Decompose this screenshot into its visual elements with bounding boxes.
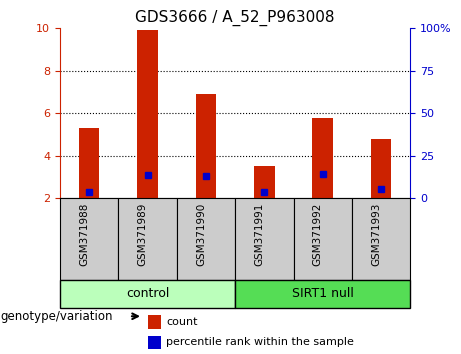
Bar	[60, 198, 118, 280]
Text: SIRT1 null: SIRT1 null	[292, 287, 354, 300]
Bar	[352, 198, 410, 280]
Text: percentile rank within the sample: percentile rank within the sample	[166, 337, 354, 348]
Bar	[254, 166, 275, 198]
Text: GSM371991: GSM371991	[254, 202, 264, 266]
Bar	[294, 198, 352, 280]
Bar	[371, 139, 391, 198]
Text: control: control	[126, 287, 169, 300]
Bar	[235, 198, 294, 280]
Bar	[235, 280, 410, 308]
Bar	[118, 198, 177, 280]
Text: GSM371989: GSM371989	[137, 202, 148, 266]
Text: count: count	[166, 317, 197, 327]
Text: GSM371990: GSM371990	[196, 202, 206, 266]
Bar	[148, 336, 161, 349]
Bar	[177, 198, 235, 280]
Title: GDS3666 / A_52_P963008: GDS3666 / A_52_P963008	[136, 9, 335, 25]
Bar	[195, 94, 216, 198]
Bar	[60, 280, 235, 308]
Text: genotype/variation: genotype/variation	[0, 310, 112, 323]
Text: GSM371988: GSM371988	[79, 202, 89, 266]
Bar	[148, 315, 161, 329]
Bar	[79, 128, 100, 198]
Text: GSM371993: GSM371993	[371, 202, 381, 266]
Bar	[137, 30, 158, 198]
Bar	[313, 118, 333, 198]
Text: GSM371992: GSM371992	[313, 202, 323, 266]
